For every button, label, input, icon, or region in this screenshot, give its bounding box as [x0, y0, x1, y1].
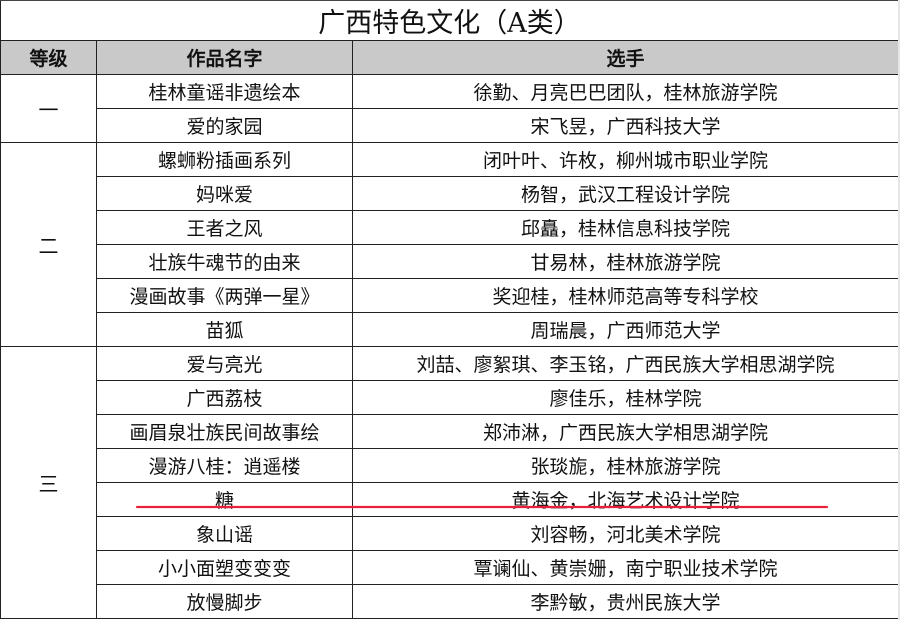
work-name-cell[interactable]: 桂林童谣非遗绘本 [96, 74, 353, 109]
work-name-cell[interactable]: 爱与亮光 [96, 346, 353, 381]
level-cell[interactable]: 三 [0, 346, 97, 619]
work-name-cell[interactable]: 漫游八桂：逍遥楼 [96, 448, 353, 483]
table-row: 漫画故事《两弹一星》 奖迎桂，桂林师范高等专科学校 [1, 278, 900, 313]
work-name-cell[interactable]: 妈咪爱 [96, 176, 353, 211]
red-underline-annotation [136, 506, 828, 508]
players-cell[interactable]: 宋飞昱，广西科技大学 [351, 108, 900, 143]
players-cell[interactable]: 张琰旎，桂林旅游学院 [351, 448, 900, 483]
work-name-cell[interactable]: 放慢脚步 [96, 584, 353, 619]
players-cell[interactable]: 李黔敏，贵州民族大学 [351, 584, 900, 619]
header-work[interactable]: 作品名字 [96, 40, 353, 75]
players-cell[interactable]: 刘喆、廖絮琪、李玉铭，广西民族大学相思湖学院 [351, 346, 900, 381]
header-players[interactable]: 选手 [351, 40, 900, 75]
work-name-cell[interactable]: 广西荔枝 [96, 380, 353, 415]
table-row: 广西荔枝 廖佳乐，桂林学院 [1, 380, 900, 415]
players-cell[interactable]: 刘容畅，河北美术学院 [351, 516, 900, 551]
title-row: 广西特色文化（A类） [0, 0, 900, 41]
table-row: 妈咪爱 杨智，武汉工程设计学院 [1, 176, 900, 211]
players-cell[interactable]: 闭叶叶、许枚，柳州城市职业学院 [351, 142, 900, 177]
work-name-cell[interactable]: 爱的家园 [96, 108, 353, 143]
table-row: 爱的家园 宋飞昱，广西科技大学 [1, 108, 900, 143]
table-row: 象山谣 刘容畅，河北美术学院 [1, 516, 900, 551]
table-row: 画眉泉壮族民间故事绘 郑沛淋，广西民族大学相思湖学院 [1, 414, 900, 449]
table-row: 王者之风 邱矗，桂林信息科技学院 [1, 210, 900, 245]
table-row: 一桂林童谣非遗绘本 徐勤、月亮巴巴团队，桂林旅游学院 [0, 74, 900, 143]
header-row: 等级 作品名字 选手 [0, 40, 900, 75]
players-cell[interactable]: 奖迎桂，桂林师范高等专科学校 [351, 278, 900, 313]
players-cell[interactable]: 黄海金，北海艺术设计学院 [351, 482, 900, 517]
work-name-cell[interactable]: 糖 [96, 482, 353, 517]
table-row: 放慢脚步 李黔敏，贵州民族大学 [1, 584, 900, 619]
level-cell[interactable]: 一 [0, 74, 97, 143]
work-name-cell[interactable]: 画眉泉壮族民间故事绘 [96, 414, 353, 449]
work-name-cell[interactable]: 壮族牛魂节的由来 [96, 244, 353, 279]
work-name-cell[interactable]: 苗狐 [96, 312, 353, 347]
players-cell[interactable]: 甘易林，桂林旅游学院 [351, 244, 900, 279]
players-cell[interactable]: 郑沛淋，广西民族大学相思湖学院 [351, 414, 900, 449]
table-title[interactable]: 广西特色文化（A类） [0, 0, 900, 41]
work-name-cell[interactable]: 象山谣 [96, 516, 353, 551]
level-cell[interactable]: 二 [0, 142, 97, 347]
players-cell[interactable]: 邱矗，桂林信息科技学院 [351, 210, 900, 245]
work-name-cell[interactable]: 小小面塑变变变 [96, 550, 353, 585]
table-row: 三爱与亮光 刘喆、廖絮琪、李玉铭，广西民族大学相思湖学院 [0, 346, 900, 619]
next-column-strip [898, 0, 900, 620]
players-cell[interactable]: 覃谰仙、黄崇姗，南宁职业技术学院 [351, 550, 900, 585]
work-name-cell[interactable]: 王者之风 [96, 210, 353, 245]
players-cell[interactable]: 廖佳乐，桂林学院 [351, 380, 900, 415]
table-row: 二螺蛳粉插画系列 闭叶叶、许枚，柳州城市职业学院 [0, 142, 900, 347]
header-level[interactable]: 等级 [0, 40, 97, 75]
table-row: 苗狐 周瑞晨，广西师范大学 [1, 312, 900, 347]
work-name-cell[interactable]: 漫画故事《两弹一星》 [96, 278, 353, 313]
table-row: 糖黄海金，北海艺术设计学院 [1, 482, 900, 517]
players-cell[interactable]: 杨智，武汉工程设计学院 [351, 176, 900, 211]
work-name-cell[interactable]: 螺蛳粉插画系列 [96, 142, 353, 177]
table-row: 小小面塑变变变 覃谰仙、黄崇姗，南宁职业技术学院 [1, 550, 900, 585]
table-row: 壮族牛魂节的由来 甘易林，桂林旅游学院 [1, 244, 900, 279]
table-row: 漫游八桂：逍遥楼 张琰旎，桂林旅游学院 [1, 448, 900, 483]
players-cell[interactable]: 徐勤、月亮巴巴团队，桂林旅游学院 [351, 74, 900, 109]
players-cell[interactable]: 周瑞晨，广西师范大学 [351, 312, 900, 347]
